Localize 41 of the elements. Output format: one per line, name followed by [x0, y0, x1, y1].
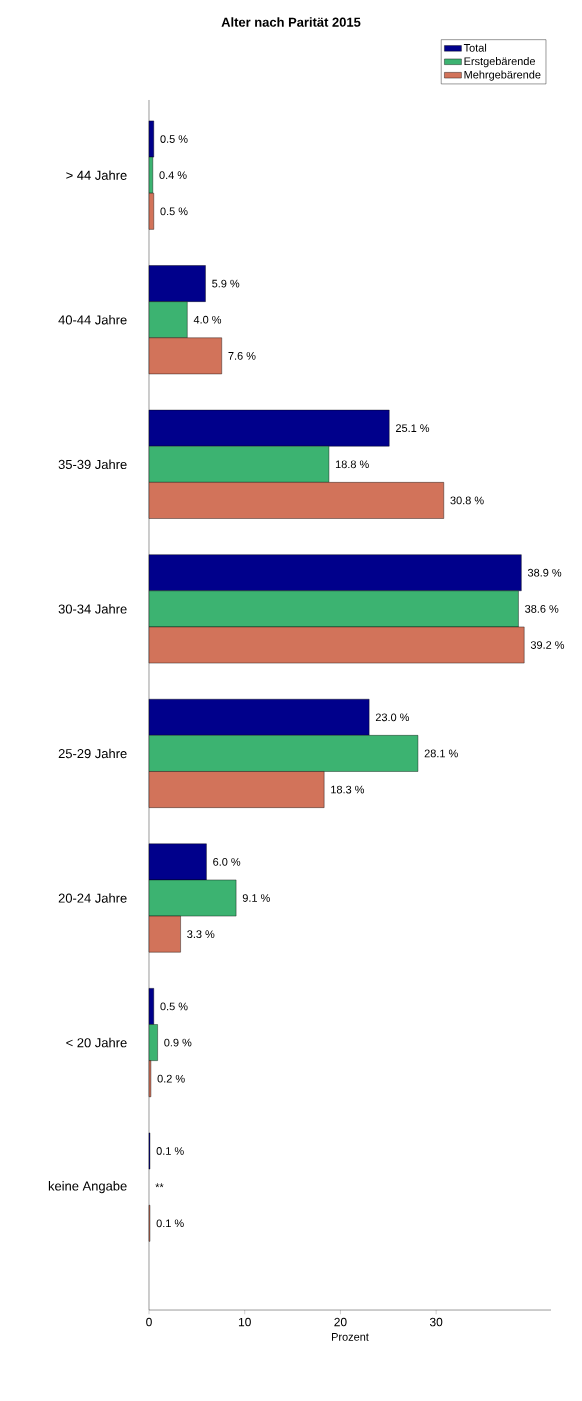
y-tick-label: 30-34 Jahre: [58, 604, 127, 614]
y-tick-label: < 20 Jahre: [66, 1037, 127, 1048]
data-label: 5.9 %: [212, 279, 240, 288]
x-tick-label: 20: [334, 1317, 347, 1327]
data-label: 0.1 %: [156, 1147, 184, 1155]
data-label: 30.8 %: [450, 496, 484, 505]
data-label: 23.0 %: [375, 713, 410, 722]
x-axis-title: Prozent: [332, 1333, 369, 1341]
data-label: 0.5 %: [160, 135, 188, 143]
x-tick-label: 30: [429, 1317, 443, 1327]
data-label: 25.1 %: [395, 424, 430, 433]
data-label: 3.3 %: [187, 930, 215, 939]
data-label: 18.8 %: [335, 460, 369, 469]
y-tick-label: 35-39 Jahre: [58, 459, 127, 470]
data-label: 4.0 %: [193, 315, 222, 324]
data-label: 0.5 %: [160, 207, 188, 216]
data-label: 38.9 %: [527, 568, 562, 577]
chart-title: Alter nach Parität 2015: [221, 17, 361, 27]
y-tick-label: 40-44 Jahre: [58, 314, 127, 325]
y-tick-label: 25-29 Jahre: [58, 748, 127, 759]
y-tick-label: > 44 Jahre: [66, 170, 127, 180]
data-label: 18.3 %: [331, 785, 365, 794]
data-label: 0.2 %: [157, 1074, 185, 1083]
y-tick-label: keine Angabe: [48, 1181, 127, 1194]
x-tick-label: 10: [238, 1317, 251, 1327]
legend-label: Total: [463, 43, 487, 52]
data-label: 7.6 %: [228, 351, 256, 360]
text: **: [155, 1183, 164, 1188]
data-label: 39.2 %: [530, 641, 565, 649]
data-label: 0.9 %: [164, 1038, 192, 1047]
data-label: 28.1 %: [424, 749, 458, 758]
data-label: 6.0 %: [213, 857, 241, 866]
legend-label: Mehrgebärende: [464, 70, 541, 81]
data-label: 38.6 %: [525, 604, 559, 613]
data-label: 9.1 %: [242, 894, 270, 902]
data-label: 0.1 %: [156, 1219, 184, 1228]
data-label: 0.4 %: [159, 171, 187, 180]
y-tick-label: 20-24 Jahre: [58, 893, 127, 903]
data-label: 0.5 %: [160, 1002, 188, 1011]
x-tick-label: 0: [146, 1317, 152, 1327]
legend-label: Erstgebärende: [464, 57, 536, 68]
